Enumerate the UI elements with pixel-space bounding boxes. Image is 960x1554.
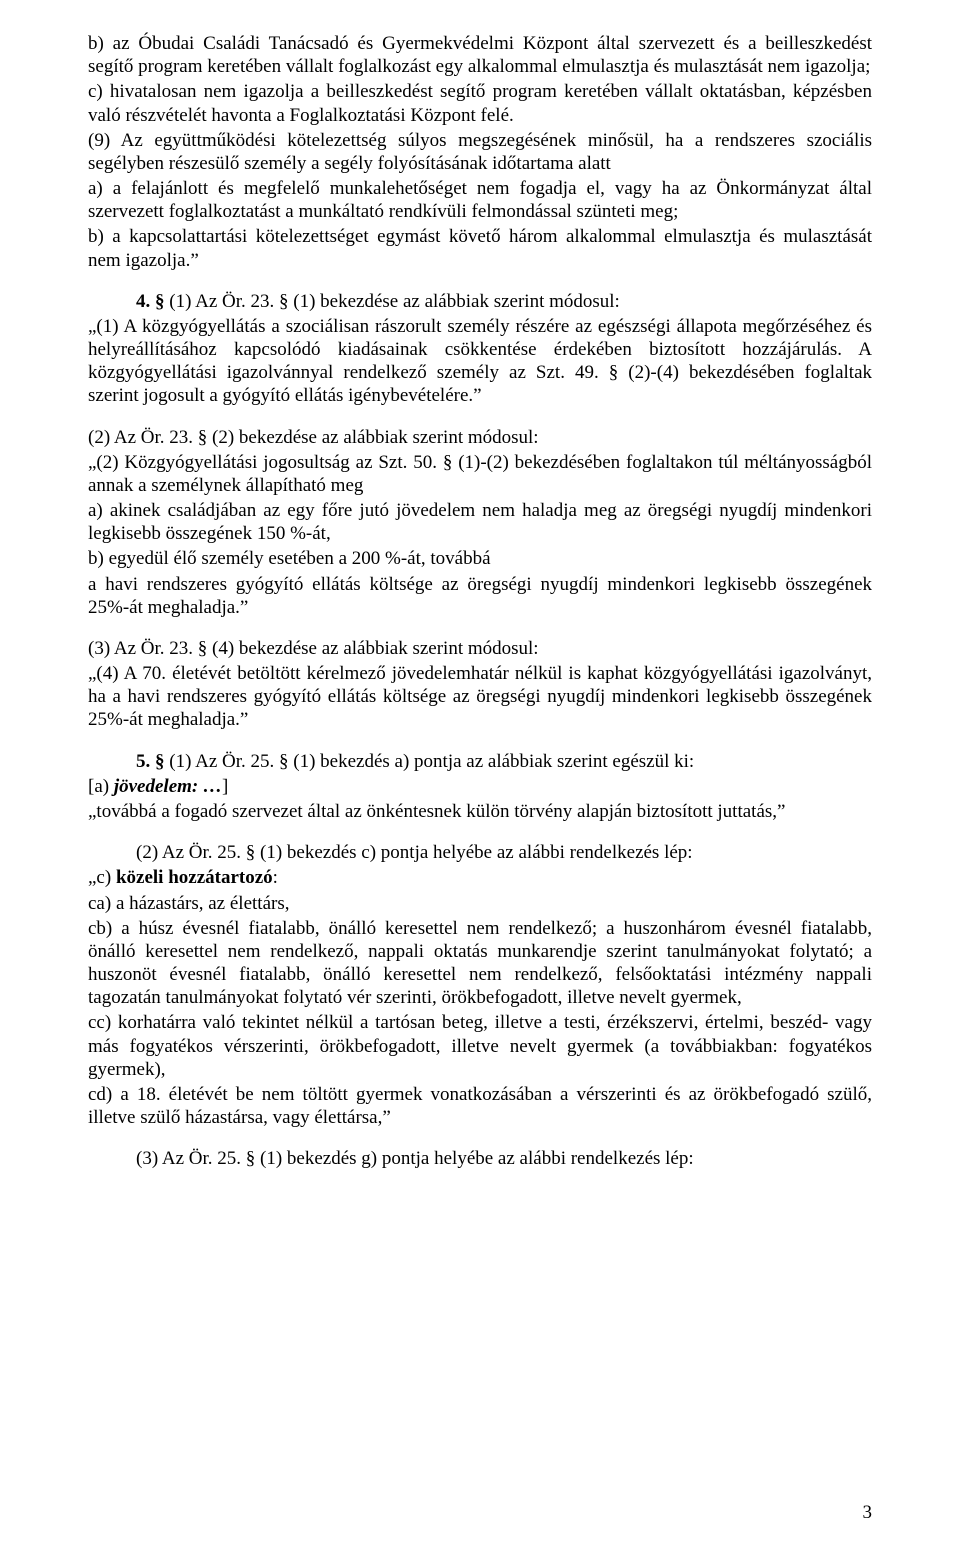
section-4-text: (1) Az Ör. 23. § (1) bekezdése az alábbi… <box>165 291 620 312</box>
section-5-heading: 5. § (1) Az Ör. 25. § (1) bekezdés a) po… <box>88 750 872 773</box>
section-4-num: 4. § <box>136 291 165 312</box>
page-number: 3 <box>863 1502 873 1524</box>
para-cc: cc) korhatárra való tekintet nélkül a ta… <box>88 1011 872 1081</box>
para-ca: ca) a házastárs, az élettárs, <box>88 892 872 915</box>
para-4-1: „(1) A közgyógyellátás a szociálisan rás… <box>88 315 872 408</box>
para-5-1-g-head: (3) Az Ör. 25. § (1) bekezdés g) pontja … <box>88 1147 872 1170</box>
para-5-1-c-bold: közeli hozzátartozó <box>116 867 273 888</box>
page-container: b) az Óbudai Családi Tanácsadó és Gyerme… <box>0 0 960 1554</box>
para-4-2-b: b) egyedül élő személy esetében a 200 %-… <box>88 547 872 570</box>
para-9a: a) a felajánlott és megfelelő munkalehet… <box>88 177 872 223</box>
para-4-3-head: (3) Az Ör. 23. § (4) bekezdése az alábbi… <box>88 637 872 660</box>
para-5-1-c-colon: : <box>273 867 278 888</box>
para-cd: cd) a 18. életévét be nem töltött gyerme… <box>88 1083 872 1129</box>
section-5-num: 5. § <box>136 751 165 772</box>
para-4-2-tail: a havi rendszeres gyógyító ellátás költs… <box>88 573 872 619</box>
para-9: (9) Az együttműködési kötelezettség súly… <box>88 129 872 175</box>
para-cb: cb) a húsz évesnél fiatalabb, önálló ker… <box>88 917 872 1010</box>
para-4-2-body: „(2) Közgyógyellátási jogosultság az Szt… <box>88 451 872 497</box>
para-5-1-c-term: „c) közeli hozzátartozó: <box>88 866 872 889</box>
para-b: b) az Óbudai Családi Tanácsadó és Gyerme… <box>88 32 872 78</box>
para-c: c) hivatalosan nem igazolja a beilleszke… <box>88 80 872 126</box>
para-5-1-a-close: ] <box>222 776 228 797</box>
para-5-1-c-head: (2) Az Ör. 25. § (1) bekezdés c) pontja … <box>88 841 872 864</box>
para-9b: b) a kapcsolattartási kötelezettséget eg… <box>88 225 872 271</box>
para-4-3-body: „(4) A 70. életévét betöltött kérelmező … <box>88 662 872 732</box>
para-5-1-a-body: „továbbá a fogadó szervezet által az önk… <box>88 800 872 823</box>
para-5-1-a: [a) jövedelem: …] <box>88 775 872 798</box>
para-4-2-a: a) akinek családjában az egy főre jutó j… <box>88 499 872 545</box>
para-5-1-a-open: [a) <box>88 776 114 797</box>
section-5-text: (1) Az Ör. 25. § (1) bekezdés a) pontja … <box>165 751 695 772</box>
section-4-heading: 4. § (1) Az Ör. 23. § (1) bekezdése az a… <box>88 290 872 313</box>
para-4-2-head: (2) Az Ör. 23. § (2) bekezdése az alábbi… <box>88 426 872 449</box>
para-5-1-c-open: „c) <box>88 867 116 888</box>
para-5-1-a-term: jövedelem: … <box>114 776 222 797</box>
